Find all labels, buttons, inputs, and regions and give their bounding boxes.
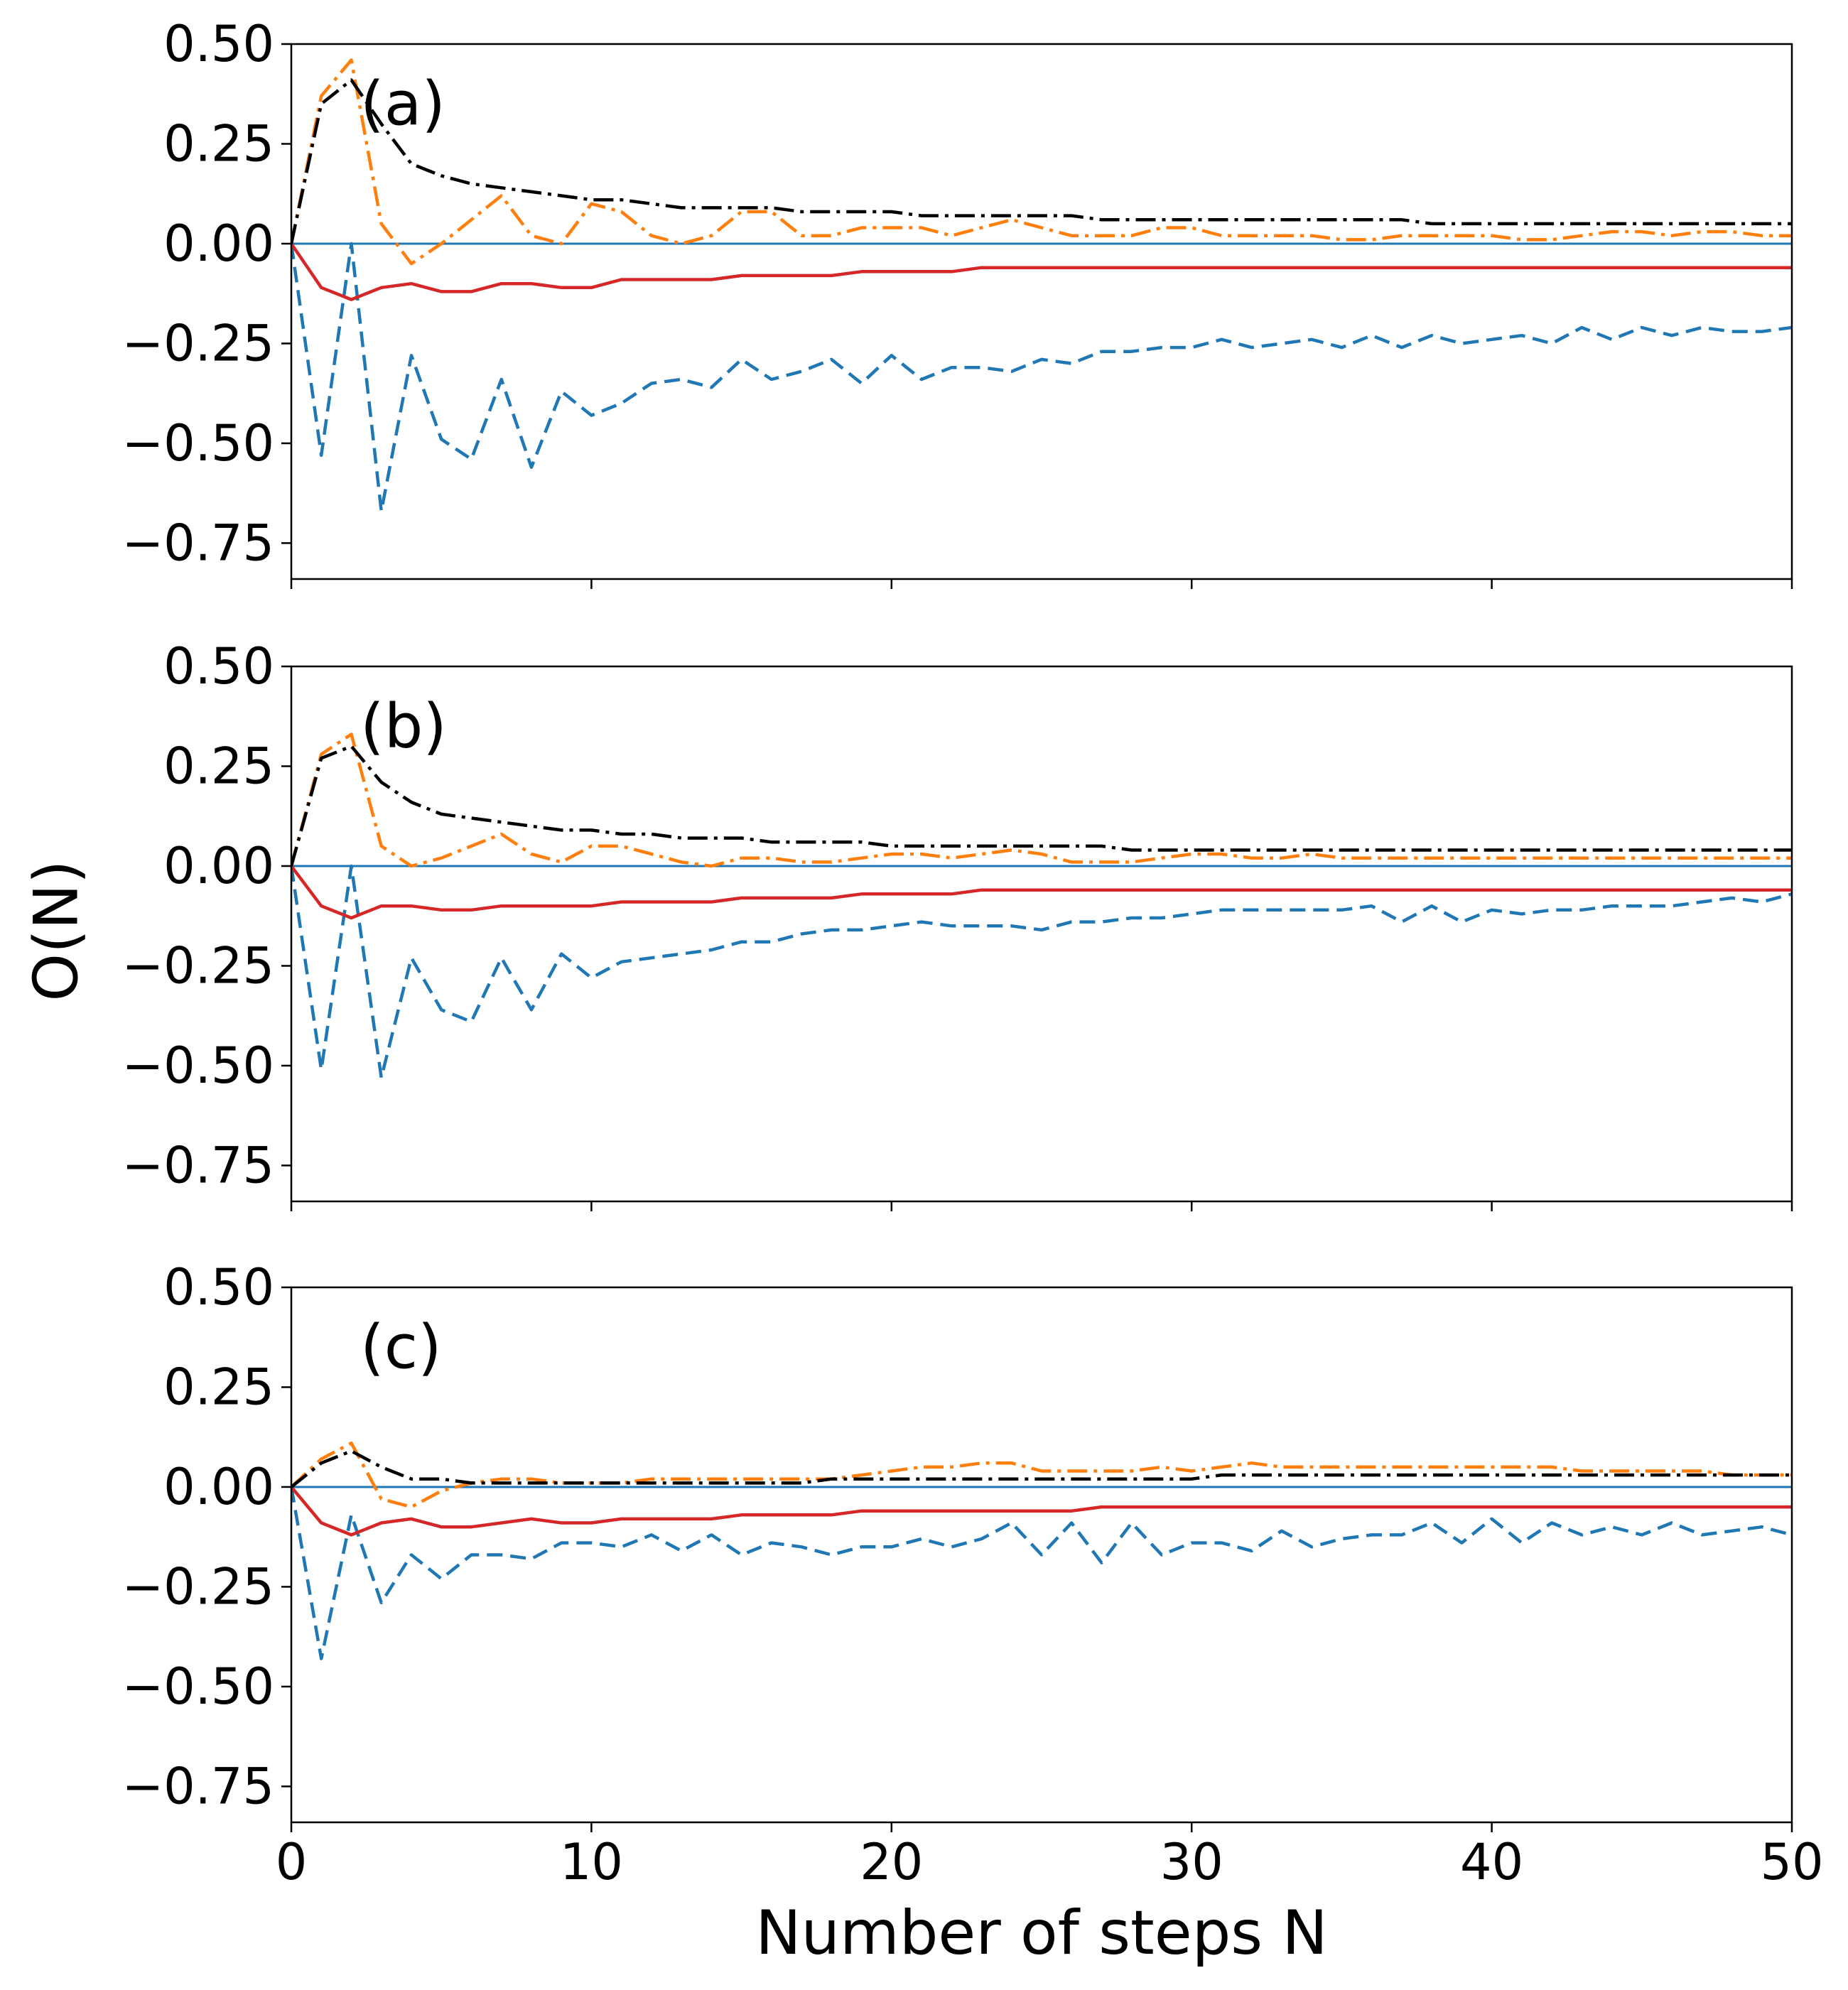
y-tick-label: −0.50 (121, 414, 274, 472)
series-red-solid (291, 242, 1792, 301)
y-tick-label: 0.50 (163, 15, 274, 73)
y-tick-label: −0.75 (121, 1136, 274, 1194)
plot-frame (290, 1286, 1793, 1824)
series-red-solid (291, 1486, 1792, 1537)
y-tick-label: 0.00 (163, 215, 274, 273)
plot-frame (290, 43, 1793, 580)
series-red-solid (291, 865, 1792, 920)
y-tick-label: 0.50 (163, 1258, 274, 1316)
y-tick-label: −0.25 (121, 1557, 274, 1616)
y-tick-label: −0.75 (121, 1757, 274, 1815)
series-blue-dashed (291, 864, 1792, 1080)
x-tick-label: 50 (1760, 1833, 1823, 1891)
y-tick-label: 0.00 (163, 1458, 274, 1516)
series-group (291, 732, 1792, 1080)
x-tick-label: 40 (1460, 1833, 1523, 1891)
panel-c: 0.50 0.25 0.00 −0.25 −0.50 −0.750 10 20 30 40 50 (c… (121, 1258, 1823, 1891)
panel-label: (b) (360, 691, 447, 762)
y-tick-label: 0.25 (163, 737, 274, 795)
y-tick-label: −0.50 (121, 1658, 274, 1716)
panel-label: (c) (360, 1312, 441, 1383)
x-tick-label: 20 (860, 1833, 923, 1891)
y-tick-label: −0.25 (121, 936, 274, 995)
series-blue-dashed (291, 1486, 1792, 1660)
panel-label: (a) (360, 68, 445, 139)
series-black-dashdot (291, 745, 1792, 867)
series-black-dashdot (291, 78, 1792, 244)
x-axis-label: Number of steps N (755, 1898, 1328, 1969)
series-orange-dashdot (291, 732, 1792, 868)
x-tick-label: 0 (276, 1833, 308, 1891)
series-black-dashdot (291, 1449, 1792, 1488)
y-tick-label: −0.25 (121, 314, 274, 372)
y-tick-label: −0.75 (121, 514, 274, 572)
y-axis-label: O(N) (21, 860, 92, 1001)
y-tick-label: 0.25 (163, 1358, 274, 1416)
x-tick-label: 10 (560, 1833, 623, 1891)
y-tick-label: −0.50 (121, 1037, 274, 1095)
series-orange-dashdot (291, 1441, 1792, 1509)
panel-a: 0.50 0.25 0.00 −0.25 −0.50 −0.75 (a) (121, 15, 1793, 589)
x-tick-label: 30 (1160, 1833, 1223, 1891)
plot-frame (290, 665, 1793, 1203)
series-blue-dashed (291, 242, 1792, 513)
series-orange-dashdot (291, 58, 1792, 266)
y-tick-label: 0.00 (163, 837, 274, 895)
series-group (291, 58, 1792, 513)
y-tick-label: 0.25 (163, 114, 274, 173)
series-group (291, 1441, 1792, 1660)
y-tick-label: 0.50 (163, 637, 274, 696)
panel-b: 0.50 0.25 0.00 −0.25 −0.50 −0.75 (b) (121, 637, 1793, 1211)
